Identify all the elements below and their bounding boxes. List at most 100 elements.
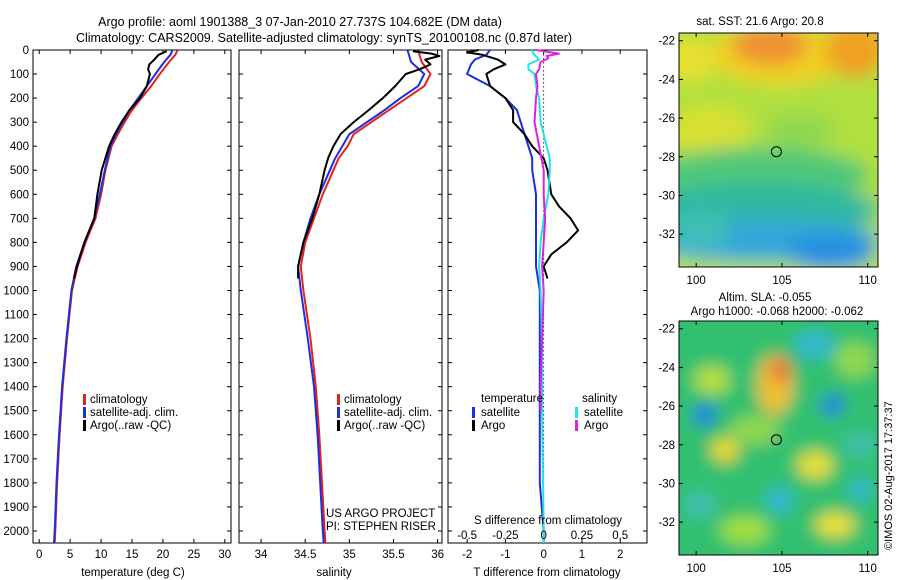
s-tick-label: -0.5: [457, 530, 477, 542]
temperature-legend-swatch: [83, 394, 86, 405]
salinity-legend-label: satellite-adj. clim.: [344, 407, 432, 419]
depth-tick-label: 1700: [3, 454, 29, 466]
depth-tick-label: 1900: [3, 502, 29, 514]
x-tick-label: 34: [255, 549, 268, 561]
depth-tick-label: 900: [10, 261, 29, 273]
salinity-legend-label: Argo(..raw -QC): [344, 420, 425, 432]
difference-xlabel-top: S difference from climatology: [474, 515, 622, 527]
salinity-legend-swatch: [337, 407, 340, 418]
temperature-axis: 0 5 10 15 20 25 30: [33, 49, 231, 561]
depth-tick-label: 200: [10, 93, 29, 105]
depth-tick-label: 600: [10, 189, 29, 201]
x-tick-label: 1: [579, 549, 585, 561]
sla-map-axes: 100 105 110 -22 -24 -26 -28 -30 -32: [658, 321, 878, 575]
salinity-legend-swatch: [337, 420, 340, 431]
x-tick-label: 36: [431, 549, 444, 561]
difference-line-2: [527, 49, 551, 543]
map-y-tick-label: -32: [658, 517, 675, 529]
difference-legend-label: satellite: [481, 407, 520, 419]
difference-legend-swatch: [472, 420, 475, 431]
depth-tick-label: 1100: [4, 310, 29, 322]
depth-tick-label: 1600: [3, 430, 29, 442]
difference-legend-swatch: [575, 407, 578, 418]
temperature-legend-swatch: [83, 420, 86, 431]
difference-legend-label: Argo: [481, 420, 505, 432]
difference-line-0: [466, 49, 545, 543]
temperature-legend-label: satellite-adj. clim.: [90, 407, 178, 419]
header-title-line2: Climatology: CARS2009. Satellite-adjuste…: [76, 31, 572, 45]
x-tick-label: 35: [343, 549, 356, 561]
difference-legend-title: salinity: [582, 393, 617, 405]
map-x-tick-label: 105: [772, 275, 791, 287]
s-tick-label: 0.5: [612, 530, 628, 542]
salinity-xlabel: salinity: [316, 567, 351, 579]
temperature-xlabel: temperature (deg C): [81, 567, 185, 579]
temperature-profiles: [53, 50, 179, 544]
salinity-panel-frame: [238, 49, 443, 544]
salinity-axis: 34 34.5 35 35.5 36: [239, 49, 444, 561]
x-tick-label: 20: [157, 549, 170, 561]
salinity-line-2: [297, 50, 441, 279]
temperature-line-0: [53, 50, 179, 544]
temperature-line-1: [53, 50, 174, 544]
depth-tick-label: 1400: [3, 382, 29, 394]
map-x-tick-label: 110: [859, 275, 877, 287]
s-tick-label: 0.25: [571, 530, 593, 542]
sla-map: [679, 321, 878, 555]
difference-line-1: [466, 49, 580, 279]
map-x-tick-label: 110: [859, 563, 877, 575]
x-tick-label: 0: [540, 549, 546, 561]
difference-axis: -2 -1 0 1 2: [448, 49, 647, 561]
map-x-tick-label: 100: [687, 275, 706, 287]
x-tick-label: 34.5: [294, 549, 316, 561]
sst-map-frame: [678, 32, 879, 268]
sla-argo-location-marker: [770, 434, 782, 446]
difference-legend-swatch: [575, 420, 578, 431]
map-y-tick-label: -30: [658, 478, 675, 490]
map-x-tick-label: 105: [772, 563, 791, 575]
map-y-tick-label: -26: [658, 113, 675, 125]
sla-map-frame: [678, 320, 879, 556]
map-y-tick-label: -26: [658, 401, 675, 413]
x-tick-label: 15: [126, 549, 139, 561]
salinity-annotation-pi: PI: STEPHEN RISER: [326, 521, 436, 533]
depth-tick-label: 800: [10, 237, 29, 249]
s-tick-label: 0: [540, 530, 546, 542]
salinity-profiles: [297, 50, 441, 544]
depth-axis-labels: 0 100 200 300 400 500 600 700 800 900 1000 1100 1200…: [3, 45, 29, 538]
salinity-line-1: [297, 50, 426, 544]
depth-tick-label: 1000: [3, 285, 29, 297]
difference-legend-swatch: [472, 407, 475, 418]
x-tick-label: 25: [187, 549, 200, 561]
x-tick-label: 10: [95, 549, 108, 561]
temperature-legend-label: Argo(..raw -QC): [90, 420, 171, 432]
depth-tick-label: 300: [10, 117, 29, 129]
salinity-line-0: [299, 50, 432, 544]
salinity-legend-swatch: [337, 394, 340, 405]
header-title-line1: Argo profile: aoml 1901388_3 07-Jan-2010…: [98, 15, 502, 29]
depth-tick-label: 2000: [3, 526, 29, 538]
temperature-legend-label: climatology: [90, 394, 148, 406]
salinity-annotation-project: US ARGO PROJECT: [326, 508, 435, 520]
s-difference-tick-labels: -0.5 -0.25 0 0.25 0.5: [457, 530, 628, 542]
map-y-tick-label: -32: [658, 229, 675, 241]
difference-profiles: [466, 49, 580, 543]
depth-tick-label: 100: [10, 69, 29, 81]
sst-argo-location-marker: [770, 146, 782, 158]
map-y-tick-label: -28: [658, 152, 675, 164]
x-tick-label: 35.5: [382, 549, 404, 561]
map-x-tick-label: 100: [687, 563, 706, 575]
difference-legend: temperaturesatelliteArgosalinitysatellit…: [472, 393, 623, 432]
temperature-line-2: [72, 50, 168, 279]
x-tick-label: 5: [67, 549, 73, 561]
temperature-panel-frame: [32, 49, 232, 544]
difference-xlabel: T difference from climatology: [473, 567, 620, 579]
map-y-tick-label: -30: [658, 190, 675, 202]
sst-map: [679, 33, 878, 267]
imos-credit: ©IMOS 02-Aug-2017 17:37:37: [883, 401, 895, 550]
x-tick-label: -1: [500, 549, 510, 561]
s-tick-label: -0.25: [492, 530, 518, 542]
salinity-legend-label: climatology: [344, 394, 402, 406]
